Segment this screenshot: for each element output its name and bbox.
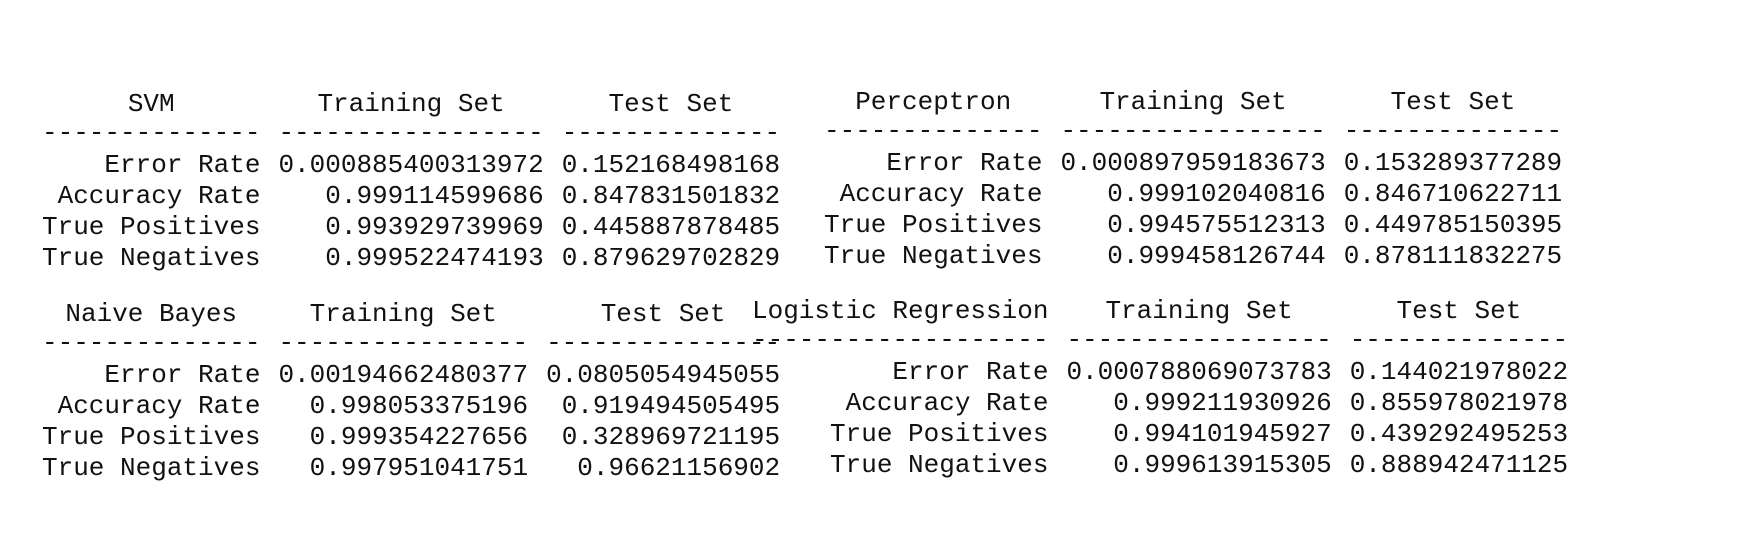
divider: --------------- <box>546 330 781 358</box>
table-row: Accuracy Rate 0.999114599686 0.847831501… <box>42 181 781 212</box>
training-set-header: Training Set <box>309 299 497 329</box>
test-value: 0.855978021978 <box>1349 388 1569 418</box>
divider: -------------- <box>1349 327 1569 355</box>
training-value: 0.994575512313 <box>1107 210 1326 240</box>
training-value: 0.000885400313972 <box>278 150 544 180</box>
training-value: 0.000897959183673 <box>1060 148 1326 178</box>
row-label: Accuracy Rate <box>845 388 1049 418</box>
model-name: SVM <box>127 89 175 119</box>
row-label: Error Rate <box>104 360 261 390</box>
row-label: Error Rate <box>892 357 1049 387</box>
table-row: Error Rate 0.000897959183673 0.153289377… <box>824 148 1562 179</box>
table-row: Error Rate 0.00194662480377 0.0805054945… <box>42 360 780 391</box>
training-value: 0.994101945927 <box>1113 419 1332 449</box>
training-set-header: Training Set <box>1099 87 1287 117</box>
table-row: True Negatives 0.999522474193 0.87962970… <box>42 243 780 274</box>
row-label: Error Rate <box>104 150 261 180</box>
table-row: Error Rate 0.000885400313972 0.152168498… <box>42 150 780 181</box>
divider: ------------------- <box>752 327 1049 355</box>
model-name: Naive Bayes <box>65 299 238 329</box>
training-value: 0.00194662480377 <box>278 360 529 390</box>
test-value: 0.144021978022 <box>1349 357 1569 387</box>
training-set-header: Training Set <box>317 89 505 119</box>
row-label: True Negatives <box>830 450 1049 480</box>
test-set-header: Test Set <box>608 89 734 119</box>
divider: -------------- <box>42 330 261 358</box>
test-value: 0.153289377289 <box>1343 148 1563 178</box>
test-value: 0.449785150395 <box>1343 210 1563 240</box>
training-value: 0.999354227656 <box>309 422 529 452</box>
test-value: 0.846710622711 <box>1343 179 1563 209</box>
divider: -------------- <box>824 118 1043 146</box>
training-value: 0.997951041751 <box>309 453 529 483</box>
row-label: True Negatives <box>42 453 261 483</box>
svm-table: SVM Training Set Test Set --------------… <box>42 27 798 336</box>
test-value: 0.439292495253 <box>1349 419 1569 449</box>
results-page: SVM Training Set Test Set --------------… <box>42 25 1580 483</box>
model-name: Perceptron <box>855 87 1012 117</box>
row-label: Accuracy Rate <box>57 181 261 211</box>
training-value: 0.998053375196 <box>309 391 529 421</box>
row-label: True Positives <box>824 210 1043 240</box>
row-label: Error Rate <box>886 148 1043 178</box>
training-value: 0.999114599686 <box>325 181 544 211</box>
row-label: True Positives <box>42 422 261 452</box>
training-value: 0.999522474193 <box>325 243 544 273</box>
table-row: True Negatives 0.999458126744 0.87811183… <box>824 241 1562 272</box>
row-label: True Positives <box>42 212 261 242</box>
test-value: 0.879629702829 <box>561 243 781 273</box>
test-value: 0.96621156902 <box>577 453 781 483</box>
table-row: Accuracy Rate 0.999102040816 0.846710622… <box>824 179 1563 210</box>
test-value: 0.0805054945055 <box>546 360 781 390</box>
table-row: Accuracy Rate 0.998053375196 0.919494505… <box>42 391 781 422</box>
row-label: True Negatives <box>824 241 1043 271</box>
row-label: Accuracy Rate <box>57 391 261 421</box>
row-label: True Negatives <box>42 243 261 273</box>
test-set-header: Test Set <box>1390 87 1516 117</box>
training-value: 0.993929739969 <box>325 212 544 242</box>
test-value: 0.328969721195 <box>561 422 781 452</box>
test-set-header: Test Set <box>1396 296 1522 326</box>
divider: -------------- <box>42 120 261 148</box>
divider: -------------- <box>1343 118 1563 146</box>
logistic-regression-table: Logistic Regression Training Set Test Se… <box>752 234 1586 543</box>
divider: ----------------- <box>278 120 544 148</box>
table-row: Error Rate 0.000788069073783 0.144021978… <box>752 357 1568 388</box>
training-set-header: Training Set <box>1105 296 1293 326</box>
training-value: 0.999102040816 <box>1107 179 1326 209</box>
model-name: Logistic Regression <box>752 296 1049 326</box>
test-value: 0.445887878485 <box>561 212 781 242</box>
perceptron-table: Perceptron Training Set Test Set -------… <box>824 25 1580 334</box>
table-row: True Positives 0.994101945927 0.43929249… <box>752 419 1568 450</box>
divider: ----------------- <box>1060 118 1326 146</box>
table-row: True Positives 0.994575512313 0.44978515… <box>824 210 1562 241</box>
test-value: 0.152168498168 <box>561 150 781 180</box>
table-row: True Negatives 0.999613915305 0.88894247… <box>752 450 1568 481</box>
table-row: True Positives 0.999354227656 0.32896972… <box>42 422 780 453</box>
table-row: True Positives 0.993929739969 0.44588787… <box>42 212 780 243</box>
divider: ---------------- <box>278 330 529 358</box>
training-value: 0.999211930926 <box>1113 388 1332 418</box>
test-value: 0.919494505495 <box>561 391 781 421</box>
divider: ----------------- <box>1066 327 1332 355</box>
divider: -------------- <box>561 120 781 148</box>
training-value: 0.000788069073783 <box>1066 357 1332 387</box>
test-value: 0.888942471125 <box>1349 450 1569 480</box>
training-value: 0.999458126744 <box>1107 241 1326 271</box>
test-value: 0.878111832275 <box>1343 241 1563 271</box>
test-value: 0.847831501832 <box>561 181 781 211</box>
row-label: Accuracy Rate <box>839 179 1043 209</box>
row-label: True Positives <box>830 419 1049 449</box>
table-row: Accuracy Rate 0.999211930926 0.855978021… <box>752 388 1569 419</box>
table-row: True Negatives 0.997951041751 0.96621156… <box>42 453 780 484</box>
training-value: 0.999613915305 <box>1113 450 1332 480</box>
test-set-header: Test Set <box>600 299 726 329</box>
naive-bayes-table: Naive Bayes Training Set Test Set ------… <box>42 237 798 546</box>
